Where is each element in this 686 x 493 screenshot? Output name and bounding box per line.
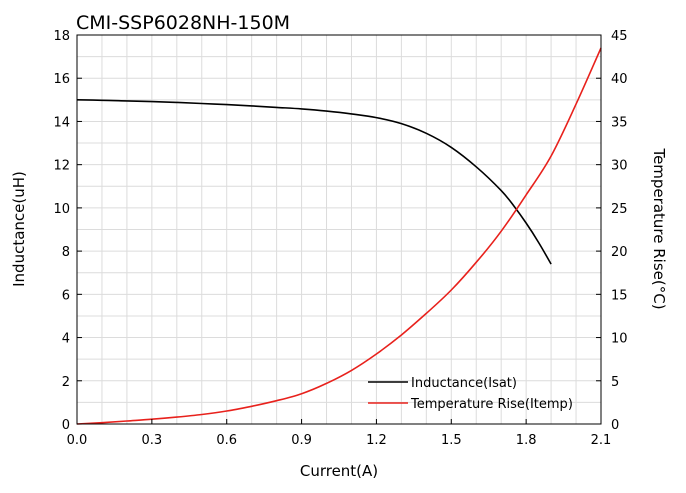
- x-tick-label: 0.6: [216, 433, 237, 448]
- x-tick-label: 0.3: [142, 433, 163, 448]
- legend-label: Temperature Rise(Itemp): [410, 397, 573, 412]
- y-left-tick-label: 10: [53, 202, 70, 217]
- y-left-tick-label: 12: [53, 159, 70, 174]
- y-left-axis-ticks: 0 2 4 6 8 10 12 14 16 18: [53, 29, 82, 433]
- y-left-tick-label: 14: [53, 115, 70, 130]
- y-right-tick-label: 40: [611, 72, 628, 87]
- y-left-tick-label: 2: [62, 375, 70, 390]
- x-tick-label: 1.2: [366, 433, 387, 448]
- y-right-tick-label: 15: [611, 288, 628, 303]
- x-tick-label: 0.9: [291, 433, 312, 448]
- y-right-axis-label: Temperature Rise(°C): [650, 147, 668, 309]
- x-tick-label: 1.5: [441, 433, 462, 448]
- series-layer: [76, 47, 602, 425]
- legend-label: Inductance(Isat): [411, 376, 517, 391]
- y-right-axis-ticks: 0 5 10 15 20 25 30 35 40 45: [596, 29, 628, 433]
- y-left-axis-label: Inductance(uH): [10, 171, 28, 287]
- temperature-series-line: [76, 47, 602, 425]
- x-axis-label: Current(A): [300, 462, 378, 480]
- y-left-tick-label: 8: [62, 245, 70, 260]
- y-right-tick-label: 30: [611, 159, 628, 174]
- y-right-tick-label: 5: [611, 375, 619, 390]
- chart-title: CMI-SSP6028NH-150M: [76, 12, 290, 34]
- y-left-tick-label: 18: [53, 29, 70, 44]
- y-left-tick-label: 0: [62, 418, 70, 433]
- y-right-tick-label: 0: [611, 418, 619, 433]
- y-right-tick-label: 10: [611, 332, 628, 347]
- y-left-tick-label: 4: [62, 332, 70, 347]
- y-left-tick-label: 6: [62, 288, 70, 303]
- legend: Inductance(Isat) Temperature Rise(Itemp): [368, 376, 573, 412]
- y-right-tick-label: 25: [611, 202, 628, 217]
- y-right-tick-label: 45: [611, 29, 628, 44]
- x-tick-label: 2.1: [591, 433, 612, 448]
- plot-frame: [76, 34, 602, 425]
- grid-lines: [77, 35, 601, 424]
- x-axis-ticks: 0.0 0.3 0.6 0.9 1.2 1.5 1.8 2.1: [67, 419, 612, 448]
- inductance-series-line: [76, 99, 552, 265]
- y-right-tick-label: 35: [611, 115, 628, 130]
- y-left-tick-label: 16: [53, 72, 70, 87]
- x-tick-label: 0.0: [67, 433, 88, 448]
- x-tick-label: 1.8: [516, 433, 537, 448]
- y-right-tick-label: 20: [611, 245, 628, 260]
